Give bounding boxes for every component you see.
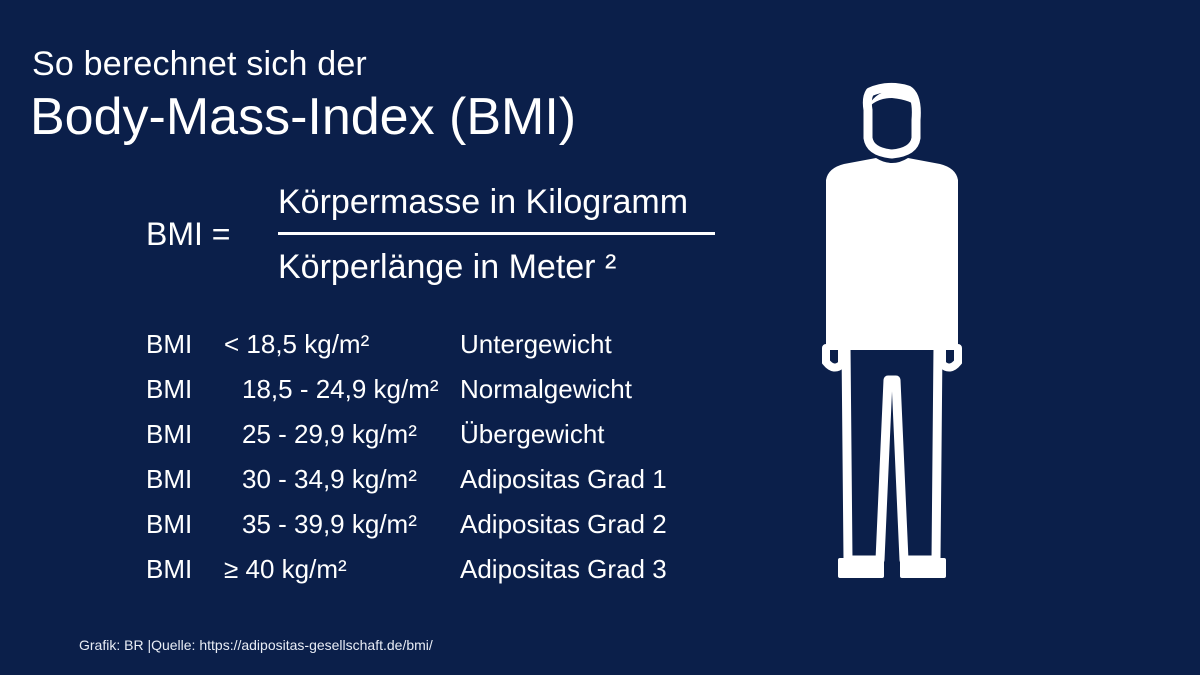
- row-category: Adipositas Grad 1: [460, 464, 667, 494]
- row-label: BMI: [146, 329, 193, 359]
- fraction-divider: [278, 232, 715, 235]
- row-label: BMI: [146, 509, 193, 539]
- row-range: 35 - 39,9 kg/m²: [242, 509, 417, 539]
- formula-numerator: Körpermasse in Kilogramm: [278, 183, 689, 221]
- person-silhouette-icon: [822, 82, 962, 578]
- source-credit: Grafik: BR |Quelle: https://adipositas-g…: [79, 637, 433, 653]
- row-label: BMI: [146, 464, 193, 494]
- row-range: 25 - 29,9 kg/m²: [242, 419, 417, 449]
- page-title: Body-Mass-Index (BMI): [30, 88, 577, 146]
- formula-fraction: Körpermasse in Kilogramm Körperlänge in …: [278, 178, 718, 289]
- row-range: 30 - 34,9 kg/m²: [242, 464, 417, 494]
- row-label: BMI: [146, 554, 193, 584]
- formula-denominator: Körperlänge in Meter ²: [278, 248, 617, 286]
- row-label: BMI: [146, 374, 193, 404]
- row-label: BMI: [146, 419, 193, 449]
- row-category: Adipositas Grad 3: [460, 554, 667, 584]
- formula-lhs: BMI =: [146, 216, 231, 252]
- row-category: Untergewicht: [460, 329, 612, 359]
- row-range: ≥ 40 kg/m²: [224, 554, 347, 584]
- title-line-1: So berechnet sich der: [32, 45, 367, 83]
- row-range: 18,5 - 24,9 kg/m²: [242, 374, 439, 404]
- row-range: < 18,5 kg/m²: [224, 329, 370, 359]
- row-category: Adipositas Grad 2: [460, 509, 667, 539]
- row-category: Übergewicht: [460, 419, 605, 449]
- row-category: Normalgewicht: [460, 374, 632, 404]
